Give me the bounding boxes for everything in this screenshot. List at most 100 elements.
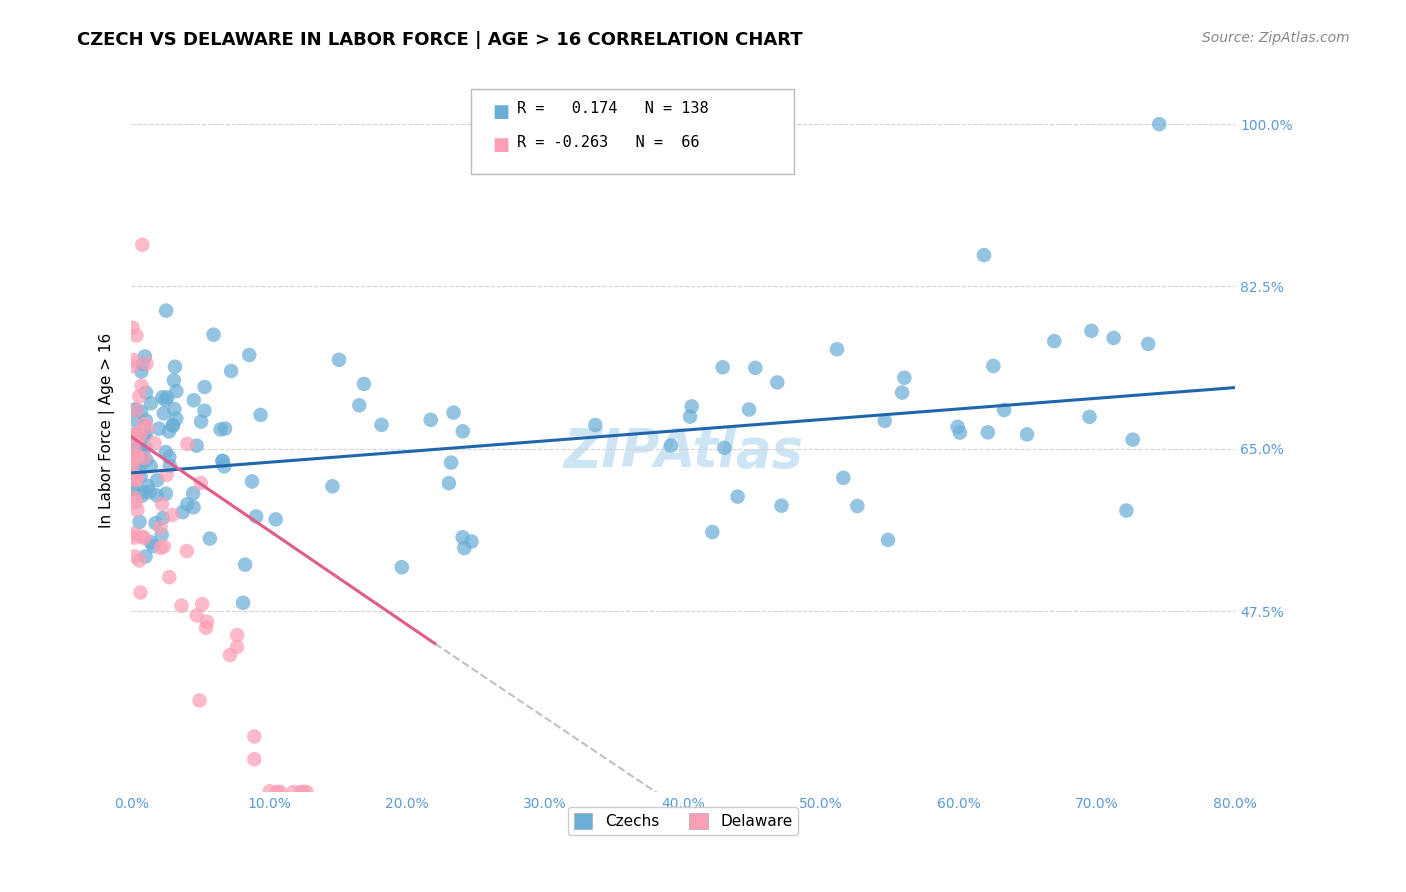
Point xyxy=(148,422,170,436)
Point xyxy=(125,470,148,484)
Point xyxy=(212,459,235,474)
Point xyxy=(157,570,180,584)
Point xyxy=(121,359,143,373)
Point xyxy=(152,539,174,553)
Point xyxy=(134,350,156,364)
Point xyxy=(702,524,724,539)
Point xyxy=(977,425,1000,440)
Point xyxy=(183,393,205,408)
Point xyxy=(155,303,177,318)
Point xyxy=(145,516,167,530)
Point xyxy=(451,425,474,439)
Point xyxy=(679,409,702,424)
Point xyxy=(124,413,146,427)
Point xyxy=(128,553,150,567)
Point xyxy=(165,384,187,398)
Point xyxy=(328,352,350,367)
Point xyxy=(1043,334,1066,348)
Point xyxy=(583,418,606,433)
Point xyxy=(162,418,184,433)
Point xyxy=(451,530,474,544)
Point xyxy=(152,511,174,525)
Point xyxy=(321,479,343,493)
Point xyxy=(266,785,288,799)
Point xyxy=(163,359,186,374)
Point xyxy=(209,422,232,436)
Point xyxy=(226,640,249,654)
Point xyxy=(226,628,249,642)
Point xyxy=(419,413,441,427)
Point xyxy=(125,471,148,485)
Point xyxy=(124,428,146,442)
Point xyxy=(1115,503,1137,517)
Point xyxy=(125,495,148,509)
Point xyxy=(233,558,256,572)
Point xyxy=(135,385,157,400)
Point xyxy=(127,425,149,440)
Point xyxy=(157,425,180,439)
Point xyxy=(131,529,153,543)
Text: ■: ■ xyxy=(492,103,509,120)
Point xyxy=(131,378,153,392)
Point xyxy=(211,454,233,468)
Point xyxy=(163,373,186,387)
Point xyxy=(134,417,156,431)
Point xyxy=(659,439,682,453)
Point xyxy=(122,449,145,463)
Point xyxy=(125,328,148,343)
Point xyxy=(832,471,855,485)
Point xyxy=(121,446,143,460)
Point xyxy=(162,417,184,432)
Point xyxy=(873,414,896,428)
Point xyxy=(194,380,217,394)
Point xyxy=(135,413,157,427)
Point xyxy=(122,527,145,541)
Point xyxy=(1147,117,1170,131)
Point xyxy=(146,488,169,502)
Point xyxy=(245,509,267,524)
Point xyxy=(744,360,766,375)
Point xyxy=(124,446,146,460)
Point xyxy=(122,403,145,417)
Point xyxy=(891,385,914,400)
Point xyxy=(128,442,150,457)
Point xyxy=(131,357,153,371)
Point xyxy=(1015,427,1038,442)
Point xyxy=(846,499,869,513)
Point xyxy=(219,364,242,378)
Point xyxy=(131,237,153,252)
Point xyxy=(159,458,181,473)
Point xyxy=(211,454,233,468)
Point xyxy=(993,403,1015,417)
Point xyxy=(139,485,162,500)
Text: R =   0.174   N = 138: R = 0.174 N = 138 xyxy=(517,101,709,116)
Point xyxy=(155,467,177,482)
Point xyxy=(443,406,465,420)
Point xyxy=(770,499,793,513)
Point xyxy=(143,436,166,450)
Point xyxy=(139,458,162,473)
Point xyxy=(195,621,218,635)
Point xyxy=(136,420,159,434)
Point xyxy=(152,390,174,404)
Point xyxy=(183,500,205,515)
Point xyxy=(983,359,1005,373)
Point xyxy=(243,752,266,766)
Point xyxy=(128,390,150,404)
Point xyxy=(238,348,260,362)
Point xyxy=(125,473,148,487)
Y-axis label: In Labor Force | Age > 16: In Labor Force | Age > 16 xyxy=(100,333,115,528)
Point xyxy=(946,419,969,434)
Point xyxy=(135,452,157,467)
Point xyxy=(125,438,148,452)
Point xyxy=(122,531,145,545)
Point xyxy=(136,479,159,493)
Point xyxy=(195,615,218,629)
Point xyxy=(186,439,208,453)
Point xyxy=(1102,331,1125,345)
Point xyxy=(1122,433,1144,447)
Point xyxy=(121,458,143,473)
Point xyxy=(125,403,148,417)
Point xyxy=(165,411,187,425)
Point xyxy=(157,450,180,465)
